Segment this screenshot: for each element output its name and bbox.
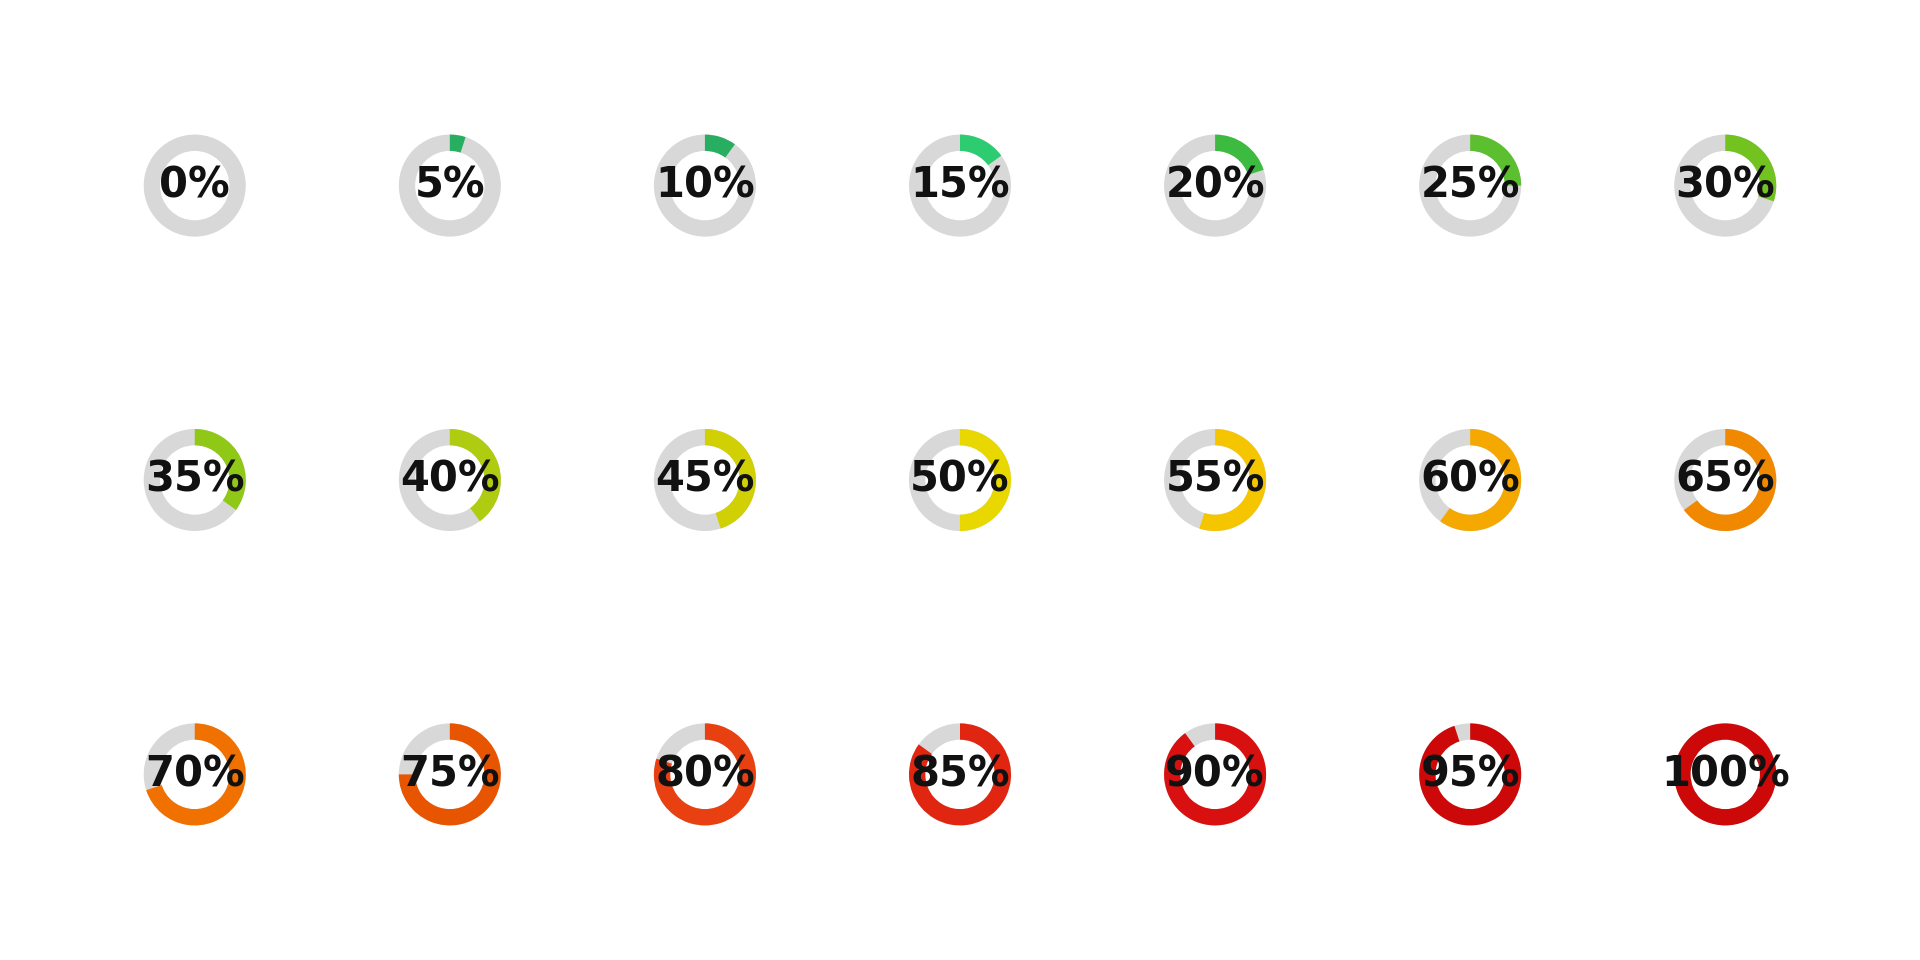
Wedge shape [1674,134,1776,236]
Wedge shape [144,134,246,236]
Text: 60%: 60% [1421,459,1521,501]
Text: 40%: 40% [399,459,499,501]
Wedge shape [960,429,1012,531]
Wedge shape [146,724,246,826]
Wedge shape [705,134,735,157]
Text: 100%: 100% [1661,754,1789,796]
Wedge shape [1674,429,1776,531]
Wedge shape [655,724,756,826]
Wedge shape [1419,724,1521,826]
Wedge shape [908,429,1012,531]
Text: 5%: 5% [415,164,486,206]
Text: 90%: 90% [1165,754,1265,796]
Wedge shape [399,429,501,531]
Wedge shape [908,724,1012,826]
Wedge shape [1674,724,1776,826]
Text: 15%: 15% [910,164,1010,206]
Wedge shape [908,724,1012,826]
Text: 75%: 75% [399,754,499,796]
Wedge shape [399,724,501,826]
Text: 65%: 65% [1676,459,1776,501]
Wedge shape [655,429,756,531]
Text: 30%: 30% [1676,164,1776,206]
Wedge shape [1164,429,1265,531]
Wedge shape [1471,134,1521,185]
Wedge shape [1200,429,1265,531]
Text: 45%: 45% [655,459,755,501]
Wedge shape [1164,724,1265,826]
Text: 35%: 35% [144,459,244,501]
Wedge shape [1726,134,1776,202]
Text: 50%: 50% [910,459,1010,501]
Text: 0%: 0% [159,164,230,206]
Wedge shape [399,724,501,826]
Wedge shape [1419,724,1521,826]
Wedge shape [908,134,1012,236]
Wedge shape [1684,429,1776,531]
Wedge shape [1215,134,1263,175]
Text: 20%: 20% [1165,164,1265,206]
Wedge shape [705,429,756,529]
Wedge shape [655,134,756,236]
Wedge shape [1419,429,1521,531]
Text: 55%: 55% [1165,459,1265,501]
Text: 80%: 80% [655,754,755,796]
Text: 25%: 25% [1421,164,1521,206]
Wedge shape [1164,134,1265,236]
Wedge shape [449,134,465,153]
Wedge shape [144,724,246,826]
Text: 10%: 10% [655,164,755,206]
Wedge shape [399,134,501,236]
Wedge shape [960,134,1000,165]
Text: 70%: 70% [144,754,244,796]
Wedge shape [194,429,246,510]
Wedge shape [1419,134,1521,236]
Wedge shape [144,429,246,531]
Wedge shape [655,724,756,826]
Wedge shape [1674,724,1776,826]
Wedge shape [449,429,501,521]
Text: 95%: 95% [1421,754,1521,796]
Text: 85%: 85% [910,754,1010,796]
Wedge shape [1440,429,1521,531]
Wedge shape [1164,724,1265,826]
